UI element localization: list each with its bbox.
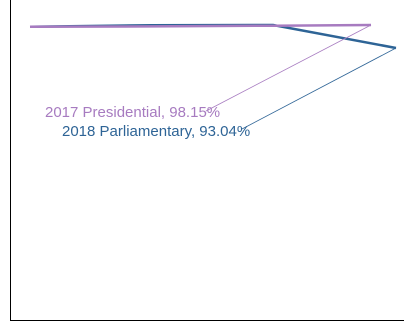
- data-label-2018-parliamentary: 2018 Parliamentary, 93.04%: [62, 123, 250, 140]
- leader-layer: [205, 24, 397, 130]
- data-label-2017-presidential: 2017 Presidential, 98.15%: [45, 104, 220, 121]
- series-line-2017-presidential: [29, 23, 372, 29]
- series-layer: [29, 23, 397, 50]
- leader-line-2018-parliamentary: [241, 47, 397, 130]
- leader-line-2017-presidential: [205, 24, 372, 112]
- series-line-2018-parliamentary: [29, 23, 397, 50]
